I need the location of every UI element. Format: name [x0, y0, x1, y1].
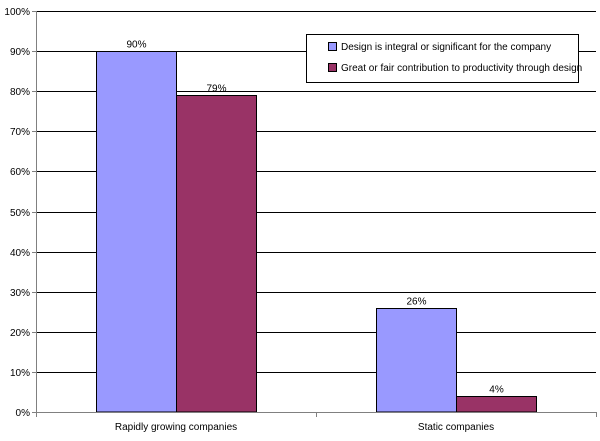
y-tick-label: 0% — [16, 408, 31, 419]
y-tick-label: 30% — [10, 288, 30, 299]
bar — [176, 95, 257, 413]
data-label: 4% — [489, 385, 504, 396]
axes — [32, 11, 597, 417]
legend-label: Great or fair contribution to productivi… — [341, 63, 582, 74]
legend-swatch — [328, 63, 337, 72]
y-tick-label: 20% — [10, 328, 30, 339]
x-category-label: Rapidly growing companies — [115, 422, 237, 433]
y-tick-label: 100% — [4, 7, 30, 18]
y-axis-tick-labels: 0% 10% 20% 30% 40% 50% 60% 70% 80% 90% 100% — [4, 7, 30, 419]
y-tick-label: 10% — [10, 368, 30, 379]
y-tick-label: 60% — [10, 167, 30, 178]
legend-box — [306, 34, 579, 83]
bar — [456, 396, 537, 413]
legend: Design is integral or significant for th… — [306, 34, 582, 83]
legend-swatch — [328, 42, 337, 51]
y-tick-label: 90% — [10, 47, 30, 58]
y-tick-label: 50% — [10, 208, 30, 219]
y-tick-label: 70% — [10, 127, 30, 138]
y-tick-label: 80% — [10, 87, 30, 98]
y-tick-label: 40% — [10, 248, 30, 259]
x-axis-category-labels: Rapidly growing companies Static companie… — [115, 422, 494, 433]
data-label: 90% — [126, 40, 146, 51]
data-label: 79% — [206, 84, 226, 95]
bar — [96, 51, 177, 413]
legend-label: Design is integral or significant for th… — [341, 42, 551, 53]
data-labels: 90% 79% 26% 4% — [126, 40, 503, 396]
x-category-label: Static companies — [418, 422, 494, 433]
bars — [96, 51, 537, 413]
bar — [376, 308, 457, 413]
data-label: 26% — [406, 297, 426, 308]
